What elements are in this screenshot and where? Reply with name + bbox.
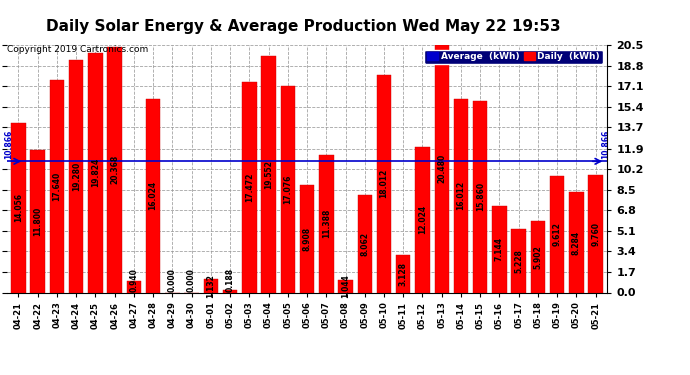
Text: 17.640: 17.640 xyxy=(52,171,61,201)
Bar xyxy=(127,281,141,292)
Bar xyxy=(204,279,218,292)
Bar xyxy=(473,101,487,292)
Bar xyxy=(338,280,353,292)
Text: 8.284: 8.284 xyxy=(572,230,581,255)
Bar xyxy=(550,177,564,292)
Text: 0.000: 0.000 xyxy=(187,268,196,292)
Bar xyxy=(108,46,122,292)
Bar xyxy=(223,290,237,292)
Bar xyxy=(377,75,391,292)
Text: 19.280: 19.280 xyxy=(72,162,81,191)
Text: 5.228: 5.228 xyxy=(514,249,523,273)
Text: 7.144: 7.144 xyxy=(495,237,504,261)
Legend: Average  (kWh), Daily  (kWh): Average (kWh), Daily (kWh) xyxy=(424,50,602,64)
Text: 17.472: 17.472 xyxy=(245,172,254,202)
Bar xyxy=(454,99,469,292)
Text: 20.480: 20.480 xyxy=(437,154,446,183)
Text: 8.908: 8.908 xyxy=(302,226,312,251)
Text: 9.760: 9.760 xyxy=(591,222,600,246)
Text: 15.860: 15.860 xyxy=(475,182,484,212)
Bar xyxy=(492,206,506,292)
Bar xyxy=(11,123,26,292)
Text: 16.012: 16.012 xyxy=(457,181,466,210)
Text: 11.800: 11.800 xyxy=(33,207,42,236)
Bar xyxy=(88,53,103,292)
Text: 14.056: 14.056 xyxy=(14,193,23,222)
Text: 5.902: 5.902 xyxy=(533,245,542,269)
Bar xyxy=(435,45,449,292)
Text: 16.024: 16.024 xyxy=(148,181,157,210)
Bar xyxy=(531,221,545,292)
Text: 19.552: 19.552 xyxy=(264,160,273,189)
Text: 11.388: 11.388 xyxy=(322,209,331,238)
Text: 20.368: 20.368 xyxy=(110,155,119,184)
Bar xyxy=(262,57,276,292)
Text: 12.024: 12.024 xyxy=(418,206,427,234)
Text: 0.000: 0.000 xyxy=(168,268,177,292)
Bar xyxy=(146,99,160,292)
Bar xyxy=(357,195,372,292)
Bar xyxy=(69,60,83,292)
Text: 1.132: 1.132 xyxy=(206,274,215,298)
Bar xyxy=(589,175,603,292)
Text: 9.612: 9.612 xyxy=(553,222,562,246)
Bar xyxy=(30,150,45,292)
Text: 10.866: 10.866 xyxy=(4,130,13,159)
Text: 10.866: 10.866 xyxy=(601,130,610,159)
Text: 0.188: 0.188 xyxy=(226,268,235,292)
Text: Copyright 2019 Cartronics.com: Copyright 2019 Cartronics.com xyxy=(7,45,148,54)
Bar xyxy=(300,185,314,292)
Bar xyxy=(511,230,526,292)
Text: 19.824: 19.824 xyxy=(91,158,100,188)
Text: Daily Solar Energy & Average Production Wed May 22 19:53: Daily Solar Energy & Average Production … xyxy=(46,19,561,34)
Bar xyxy=(242,81,257,292)
Text: 0.940: 0.940 xyxy=(130,268,139,292)
Bar xyxy=(281,86,295,292)
Bar xyxy=(415,147,430,292)
Text: 8.062: 8.062 xyxy=(360,232,369,256)
Text: 17.076: 17.076 xyxy=(284,175,293,204)
Text: 3.128: 3.128 xyxy=(399,262,408,286)
Text: 18.012: 18.012 xyxy=(380,169,388,198)
Bar xyxy=(569,192,584,292)
Bar xyxy=(396,255,411,292)
Bar xyxy=(50,80,64,292)
Bar xyxy=(319,155,333,292)
Text: 1.044: 1.044 xyxy=(341,274,350,298)
